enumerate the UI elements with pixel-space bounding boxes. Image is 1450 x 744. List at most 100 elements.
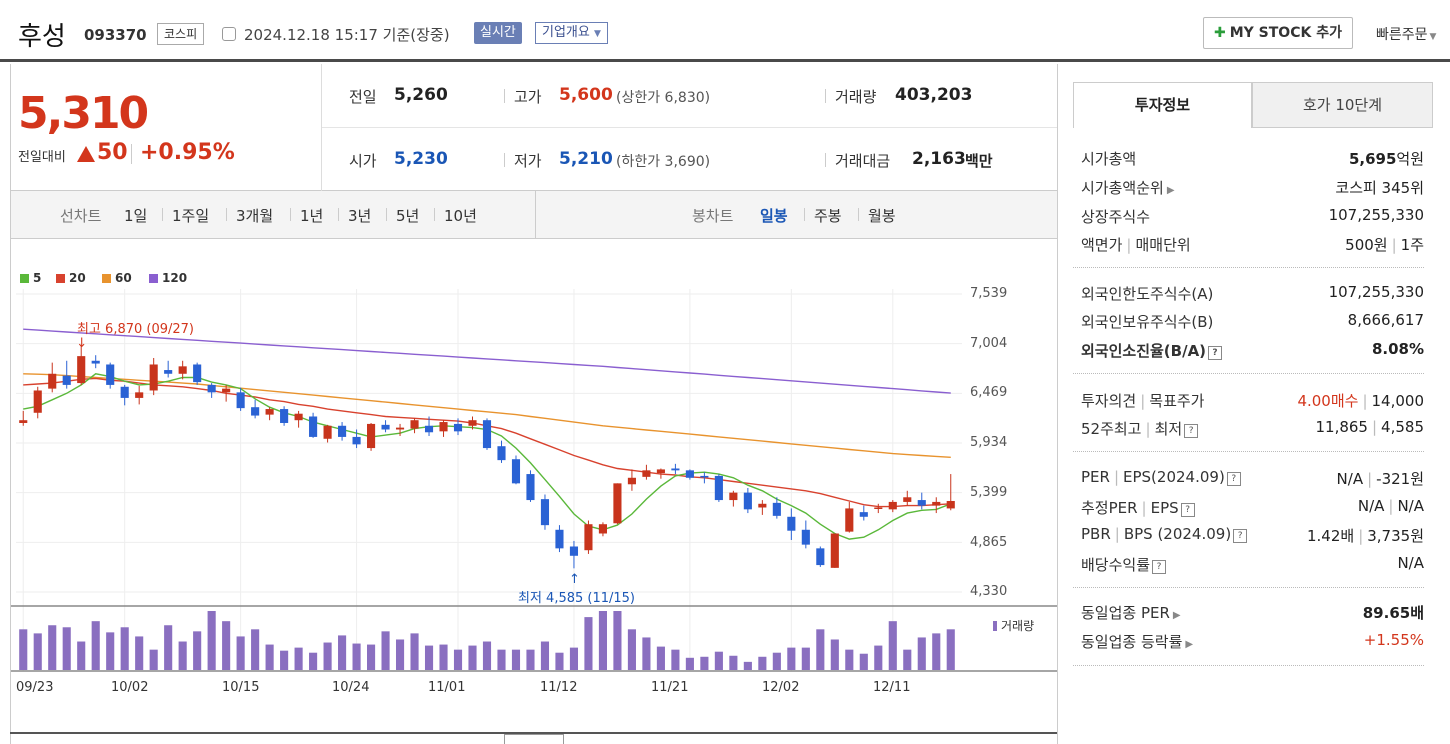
volume-bar	[685, 657, 694, 670]
shares-row: 상장주식수 107,255,330	[1081, 206, 1424, 230]
y-tick: 4,865	[970, 535, 1008, 550]
chart-resize-handle[interactable]	[504, 734, 564, 744]
max-arrow: ↓	[76, 336, 87, 351]
tab-investment-info[interactable]: 투자정보	[1073, 82, 1252, 128]
candle-body	[468, 420, 477, 426]
add-mystock-label: MY STOCK 추가	[1229, 25, 1342, 41]
help-icon[interactable]: ?	[1180, 503, 1195, 517]
candle-body	[598, 524, 607, 534]
candle-body	[555, 529, 564, 549]
price-summary: 5,310 전일대비 50 +0.95% 전일 5,260 고가 5,600 (…	[10, 64, 1057, 191]
period-3m[interactable]: 3개월	[236, 207, 274, 225]
help-icon[interactable]: ?	[1152, 560, 1167, 574]
est-per-label-group: 추정PER | EPS?	[1081, 497, 1195, 518]
candle-daily[interactable]: 일봉	[760, 207, 788, 225]
candle-body	[714, 475, 723, 501]
divider: |	[1113, 468, 1120, 486]
volume-bar	[497, 649, 506, 670]
legend-ma20: 20	[56, 271, 86, 285]
candle-body	[48, 373, 57, 389]
dividend-label-group: 배당수익률?	[1081, 554, 1167, 575]
candle-monthly[interactable]: 월봉	[868, 207, 896, 225]
candle-weekly[interactable]: 주봉	[814, 207, 842, 225]
opinion-label: 투자의견	[1081, 392, 1137, 410]
target-price-value: 14,000	[1371, 392, 1425, 410]
face-value-row: 액면가 | 매매단위 500원 | 1주	[1081, 234, 1424, 258]
per-label: PER	[1081, 468, 1110, 486]
volume-bar	[540, 641, 550, 670]
candle-body	[410, 420, 419, 429]
volume-bar	[627, 629, 636, 670]
candle-body	[946, 500, 955, 509]
volume-bar	[482, 641, 492, 670]
period-5y[interactable]: 5년	[396, 207, 420, 225]
y-tick: 6,469	[970, 385, 1008, 400]
industry-rate-value: +1.55%	[1363, 631, 1424, 649]
candle-body	[772, 502, 781, 516]
industry-per-link[interactable]: 동일업종 PER ▶	[1081, 602, 1181, 623]
volume-bar	[453, 649, 463, 670]
volume-bar	[743, 661, 752, 670]
price-chart[interactable]: 5 20 60 120 ↓ ↑ 7,539 7,004 6,469 5,934 5…	[10, 239, 1057, 744]
candle-body	[642, 470, 651, 477]
candle-body	[106, 364, 115, 385]
tab-orderbook-10[interactable]: 호가 10단계	[1252, 82, 1433, 128]
market-cap-rank-value: 코스피 345위	[1335, 179, 1424, 197]
market-cap-number: 5,695	[1348, 150, 1397, 168]
min-arrow: ↑	[569, 572, 580, 587]
shares-value: 107,255,330	[1328, 206, 1424, 224]
quote-datetime: 2024.12.18 15:17 기준(장중)	[244, 26, 450, 44]
open-label: 시가	[349, 152, 377, 170]
section-divider	[1073, 267, 1424, 268]
volume-bar	[801, 647, 810, 670]
help-icon[interactable]: ?	[1233, 529, 1248, 543]
volume-bar	[932, 633, 941, 670]
candle-body	[758, 503, 767, 508]
min-annotation: 최저 4,585 (11/15)	[518, 591, 636, 606]
per-value: N/A	[1336, 470, 1364, 488]
help-icon[interactable]: ?	[1184, 424, 1199, 438]
candle-body	[395, 427, 405, 430]
chevron-down-icon: ▼	[1429, 32, 1437, 42]
realtime-button[interactable]: 실시간	[474, 22, 522, 44]
pbr-value: 1.42배	[1306, 527, 1355, 545]
volume-bar	[19, 629, 28, 670]
frame-line	[1057, 64, 1058, 744]
company-overview-dropdown[interactable]: 기업개요 ▼	[535, 22, 608, 44]
volume-bar	[584, 617, 593, 670]
chart-canvas: ↓↑	[10, 289, 1057, 672]
amount-value: 2,163	[912, 149, 966, 169]
volume-bar	[888, 621, 897, 670]
period-3y[interactable]: 3년	[348, 207, 372, 225]
company-code: 093370	[84, 26, 147, 44]
section-divider	[1073, 587, 1424, 588]
period-1d[interactable]: 1일	[124, 207, 148, 225]
market-cap-rank-link[interactable]: 시가총액순위 ▶	[1081, 177, 1175, 198]
y-tick: 7,539	[970, 286, 1008, 301]
legend-ma20-label: 20	[69, 271, 86, 285]
trade-unit-label: 매매단위	[1135, 236, 1191, 254]
volume-bar	[120, 627, 129, 670]
period-1y[interactable]: 1년	[300, 207, 324, 225]
volume-bar	[207, 611, 216, 670]
candle-body	[424, 425, 434, 433]
industry-rate-link[interactable]: 동일업종 등락률 ▶	[1081, 631, 1193, 652]
help-icon[interactable]: ?	[1226, 472, 1241, 486]
help-icon[interactable]: ?	[1208, 346, 1223, 360]
period-1w[interactable]: 1주일	[172, 207, 210, 225]
ma60-line	[23, 373, 951, 458]
add-mystock-button[interactable]: ✚ MY STOCK 추가	[1203, 17, 1353, 49]
volume-bar	[62, 627, 71, 670]
pbr-label: PBR	[1081, 525, 1111, 543]
frame-line	[10, 64, 11, 744]
est-per-label: 추정PER	[1081, 499, 1138, 517]
candle-body	[743, 492, 752, 510]
week52-value-group: 11,865 | 4,585	[1315, 418, 1424, 436]
quick-order-dropdown[interactable]: 빠른주문 ▼	[1376, 24, 1436, 44]
candle-body	[178, 366, 187, 374]
week52-high-label: 52주최고	[1081, 420, 1142, 438]
divider	[804, 208, 805, 221]
change-label: 전일대비	[18, 150, 66, 165]
period-10y[interactable]: 10년	[444, 207, 477, 225]
candle-body	[888, 501, 897, 510]
